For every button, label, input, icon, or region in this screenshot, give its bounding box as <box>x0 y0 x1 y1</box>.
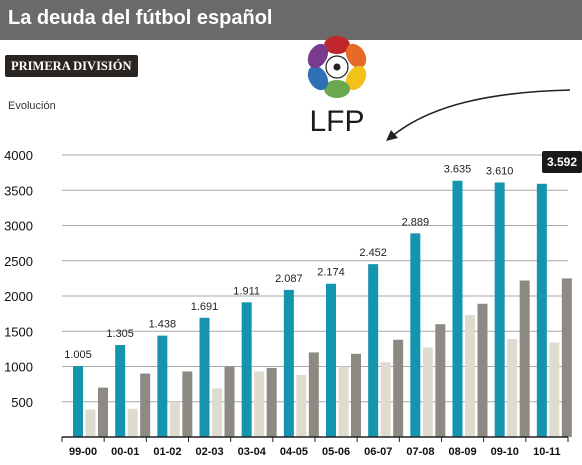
bar-06-07-s2 <box>380 362 391 437</box>
data-label-08-09: 3.635 <box>444 164 472 176</box>
bar-08-09-s3 <box>477 303 488 437</box>
logo-petal-3 <box>345 65 367 91</box>
data-labels: 1.005 1.305 1.438 1.691 1.911 2.087 2.174 2.452… <box>64 164 513 361</box>
arrow-head-icon <box>386 130 398 141</box>
callout-badge: 3.592 <box>542 151 582 173</box>
bar-05-06-s3 <box>351 353 361 437</box>
bar-02-03-s2 <box>212 388 222 437</box>
y-tick-label: 3500 <box>4 183 33 198</box>
x-tick-label-03-04: 03-04 <box>238 446 267 458</box>
x-tick-label-04-05: 04-05 <box>280 446 308 458</box>
bar-02-03-s1 <box>199 317 210 437</box>
bars <box>73 180 572 438</box>
arrow-line <box>390 89 571 138</box>
bar-07-08-s3 <box>435 324 446 437</box>
logo-petal-6 <box>307 43 329 69</box>
y-tick-label: 3000 <box>4 219 33 234</box>
bar-04-05-s3 <box>308 352 319 437</box>
bar-01-02-s3 <box>182 371 193 437</box>
logo-petal-2 <box>345 43 367 69</box>
x-tick-label-00-01: 00-01 <box>111 446 139 458</box>
callout-label: 3.592 <box>547 155 577 169</box>
bar-03-04-s1 <box>241 302 252 437</box>
bar-99-00-s1 <box>73 366 83 437</box>
logo-petal-5 <box>307 65 329 91</box>
data-label-06-07: 2.452 <box>359 247 387 259</box>
data-label-04-05: 2.087 <box>275 273 303 285</box>
bar-07-08-s1 <box>410 233 421 437</box>
bar-03-04-s3 <box>266 367 277 437</box>
bar-09-10-s3 <box>519 280 530 437</box>
data-label-02-03: 1.691 <box>191 301 219 313</box>
y-tick-label: 1000 <box>4 360 33 375</box>
x-tick-label-09-10: 09-10 <box>491 446 519 458</box>
data-label-07-08: 2.889 <box>402 216 430 228</box>
x-tick-label-10-11: 10-11 <box>533 446 561 458</box>
callout-box <box>542 151 582 173</box>
y-tick-label: 1500 <box>4 324 33 339</box>
bar-04-05-s2 <box>296 374 307 437</box>
bar-10-11-s3 <box>561 278 572 437</box>
bar-06-07-s1 <box>368 264 379 437</box>
y-ticks: 500 1000 1500 2000 2500 3000 3500 4000 <box>4 148 33 410</box>
lfp-logo: LFP <box>307 36 367 138</box>
x-tick-label-08-09: 08-09 <box>449 446 477 458</box>
chart-title: La deuda del fútbol español <box>8 7 273 29</box>
bar-99-00-s3 <box>98 387 108 437</box>
x-tick-label-06-07: 06-07 <box>364 446 392 458</box>
bar-08-09-s2 <box>465 315 475 437</box>
bar-05-06-s1 <box>326 283 336 437</box>
bar-02-03-s3 <box>224 366 235 437</box>
bar-07-08-s2 <box>422 347 433 437</box>
x-tick-label-02-03: 02-03 <box>196 446 224 458</box>
bar-04-05-s1 <box>283 289 294 437</box>
data-label-03-04: 1.911 <box>233 285 260 297</box>
x-axis: 99-00 00-01 01-02 02-03 03-04 04-05 05-06 06-07… <box>61 436 569 458</box>
bar-09-10-s1 <box>494 182 505 437</box>
bar-00-01-s2 <box>127 408 138 437</box>
bar-99-00-s2 <box>85 409 96 437</box>
bar-08-09-s1 <box>452 180 463 438</box>
logo-text: LFP <box>309 105 364 138</box>
logo-petal-4 <box>324 80 350 98</box>
bar-06-07-s3 <box>393 339 404 437</box>
y-tick-label: 500 <box>11 395 33 410</box>
logo-petal-1 <box>324 36 350 54</box>
logo-petals-icon <box>307 36 367 98</box>
bar-00-01-s1 <box>115 344 126 437</box>
y-tick-label: 2500 <box>4 254 33 269</box>
x-tick-label-99-00: 99-00 <box>69 446 97 458</box>
data-label-09-10: 3.610 <box>486 165 514 177</box>
bar-10-11-s1 <box>536 183 547 437</box>
bar-10-11-s2 <box>549 342 560 437</box>
football-patch-icon <box>333 63 341 71</box>
bar-09-10-s2 <box>507 339 518 437</box>
bar-01-02-s2 <box>169 401 180 437</box>
data-label-01-02: 1.438 <box>149 319 177 331</box>
data-label-99-00: 1.005 <box>64 349 92 361</box>
y-tick-label: 2000 <box>4 289 33 304</box>
y-axis-label: Evolución <box>8 100 56 112</box>
bar-01-02-s1 <box>157 335 168 437</box>
bar-03-04-s2 <box>254 371 265 437</box>
y-tick-label: 4000 <box>4 148 33 163</box>
x-tick-label-01-02: 01-02 <box>153 446 181 458</box>
data-label-05-06: 2.174 <box>317 267 345 279</box>
division-tag: PRIMERA DIVISIÓN <box>5 55 138 77</box>
data-label-00-01: 1.305 <box>106 328 134 340</box>
title-bar: La deuda del fútbol español <box>0 0 582 40</box>
x-tick-label-07-08: 07-08 <box>406 446 434 458</box>
bar-00-01-s3 <box>140 373 151 437</box>
bar-05-06-s2 <box>338 366 349 437</box>
x-tick-label-05-06: 05-06 <box>322 446 350 458</box>
